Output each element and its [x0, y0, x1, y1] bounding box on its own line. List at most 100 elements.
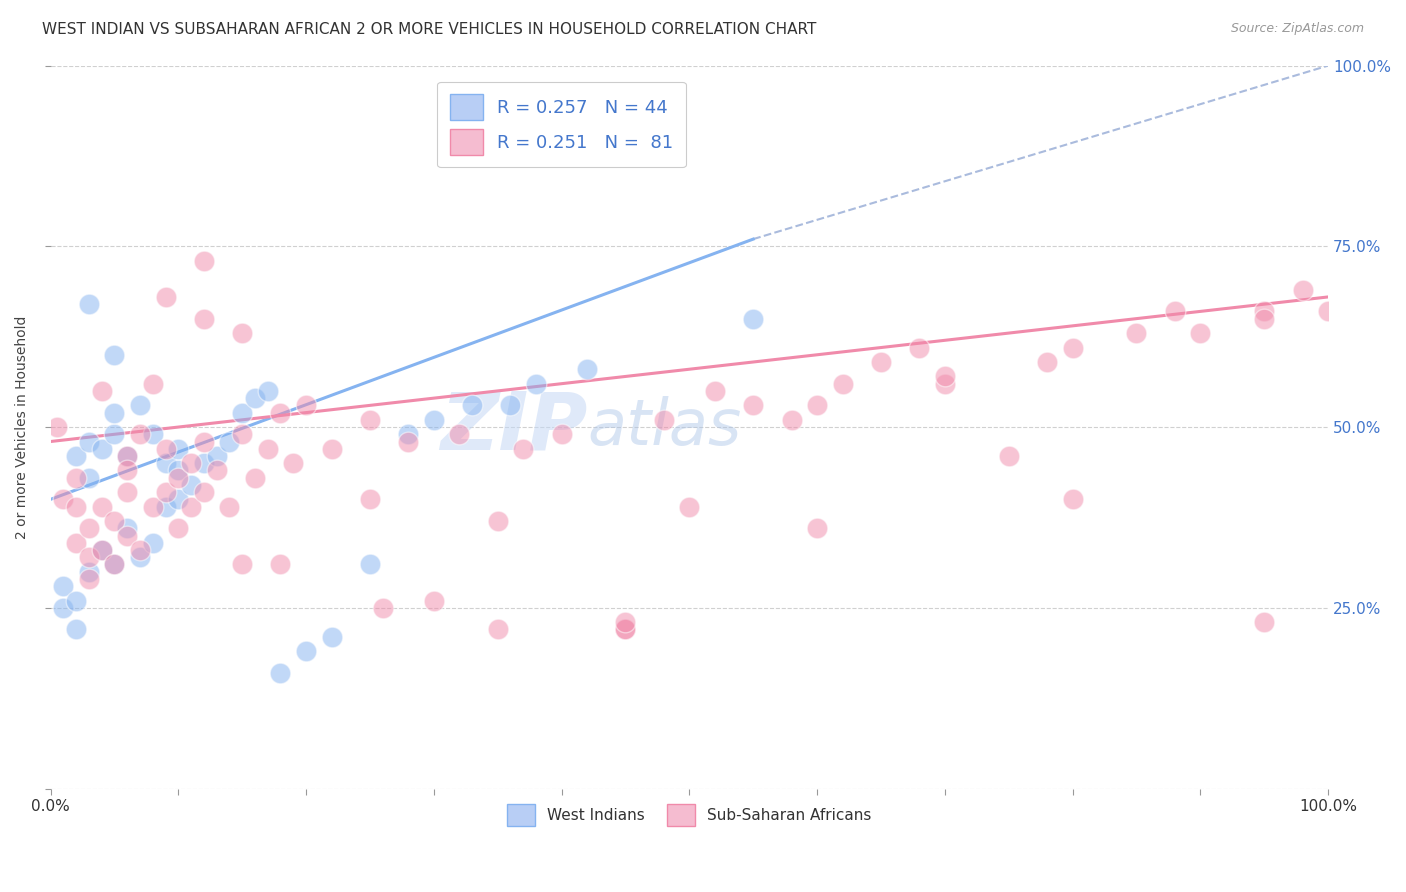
Point: [77, 434, 100, 449]
Point: [1189, 326, 1212, 340]
Point: [103, 348, 125, 362]
Text: atlas: atlas: [588, 396, 741, 458]
Point: [77, 297, 100, 311]
Point: [270, 558, 292, 572]
Point: [52, 492, 75, 507]
Point: [77, 550, 100, 565]
Point: [77, 521, 100, 535]
Point: [193, 434, 215, 449]
Point: [1317, 304, 1340, 318]
Point: [90, 500, 112, 514]
Point: [155, 456, 177, 470]
Point: [295, 644, 318, 658]
Point: [396, 434, 419, 449]
Point: [908, 341, 931, 355]
Point: [155, 290, 177, 304]
Point: [115, 528, 138, 542]
Point: [129, 427, 152, 442]
Point: [90, 543, 112, 558]
Point: [218, 434, 240, 449]
Point: [256, 384, 278, 398]
Point: [103, 558, 125, 572]
Text: ZIP: ZIP: [440, 388, 588, 466]
Point: [870, 355, 893, 369]
Legend: West Indians, Sub-Saharan Africans: West Indians, Sub-Saharan Africans: [498, 795, 880, 835]
Point: [115, 485, 138, 500]
Point: [167, 492, 190, 507]
Point: [550, 427, 572, 442]
Point: [486, 514, 509, 528]
Point: [652, 413, 675, 427]
Point: [321, 630, 343, 644]
Point: [103, 514, 125, 528]
Point: [283, 456, 305, 470]
Point: [1036, 355, 1059, 369]
Point: [614, 623, 637, 637]
Point: [321, 442, 343, 456]
Point: [742, 398, 765, 412]
Point: [193, 456, 215, 470]
Y-axis label: 2 or more Vehicles in Household: 2 or more Vehicles in Household: [15, 316, 30, 539]
Point: [256, 442, 278, 456]
Point: [1062, 492, 1084, 507]
Point: [1291, 283, 1313, 297]
Point: [371, 600, 394, 615]
Point: [614, 615, 637, 630]
Text: Source: ZipAtlas.com: Source: ZipAtlas.com: [1230, 22, 1364, 36]
Point: [512, 442, 534, 456]
Point: [52, 600, 75, 615]
Point: [780, 413, 803, 427]
Point: [90, 543, 112, 558]
Point: [449, 427, 471, 442]
Point: [193, 485, 215, 500]
Point: [461, 398, 484, 412]
Point: [359, 492, 381, 507]
Point: [180, 456, 202, 470]
Point: [806, 398, 828, 412]
Point: [65, 471, 87, 485]
Point: [129, 543, 152, 558]
Point: [52, 579, 75, 593]
Point: [77, 572, 100, 586]
Point: [270, 665, 292, 680]
Point: [167, 442, 190, 456]
Point: [576, 362, 599, 376]
Point: [167, 521, 190, 535]
Point: [103, 406, 125, 420]
Point: [77, 471, 100, 485]
Point: [423, 593, 446, 607]
Point: [524, 376, 547, 391]
Point: [193, 253, 215, 268]
Point: [934, 369, 956, 384]
Point: [359, 413, 381, 427]
Point: [193, 311, 215, 326]
Point: [270, 406, 292, 420]
Point: [65, 623, 87, 637]
Point: [180, 500, 202, 514]
Point: [1253, 304, 1275, 318]
Point: [218, 500, 240, 514]
Point: [231, 326, 253, 340]
Point: [142, 500, 165, 514]
Point: [1164, 304, 1187, 318]
Point: [997, 449, 1019, 463]
Point: [1062, 341, 1084, 355]
Point: [155, 500, 177, 514]
Point: [115, 463, 138, 477]
Point: [231, 558, 253, 572]
Point: [243, 391, 266, 405]
Point: [396, 427, 419, 442]
Point: [180, 478, 202, 492]
Point: [359, 558, 381, 572]
Point: [45, 420, 67, 434]
Point: [614, 623, 637, 637]
Point: [65, 535, 87, 549]
Point: [205, 449, 228, 463]
Point: [1253, 311, 1275, 326]
Point: [77, 565, 100, 579]
Point: [129, 398, 152, 412]
Point: [167, 463, 190, 477]
Point: [167, 471, 190, 485]
Point: [90, 442, 112, 456]
Point: [1125, 326, 1147, 340]
